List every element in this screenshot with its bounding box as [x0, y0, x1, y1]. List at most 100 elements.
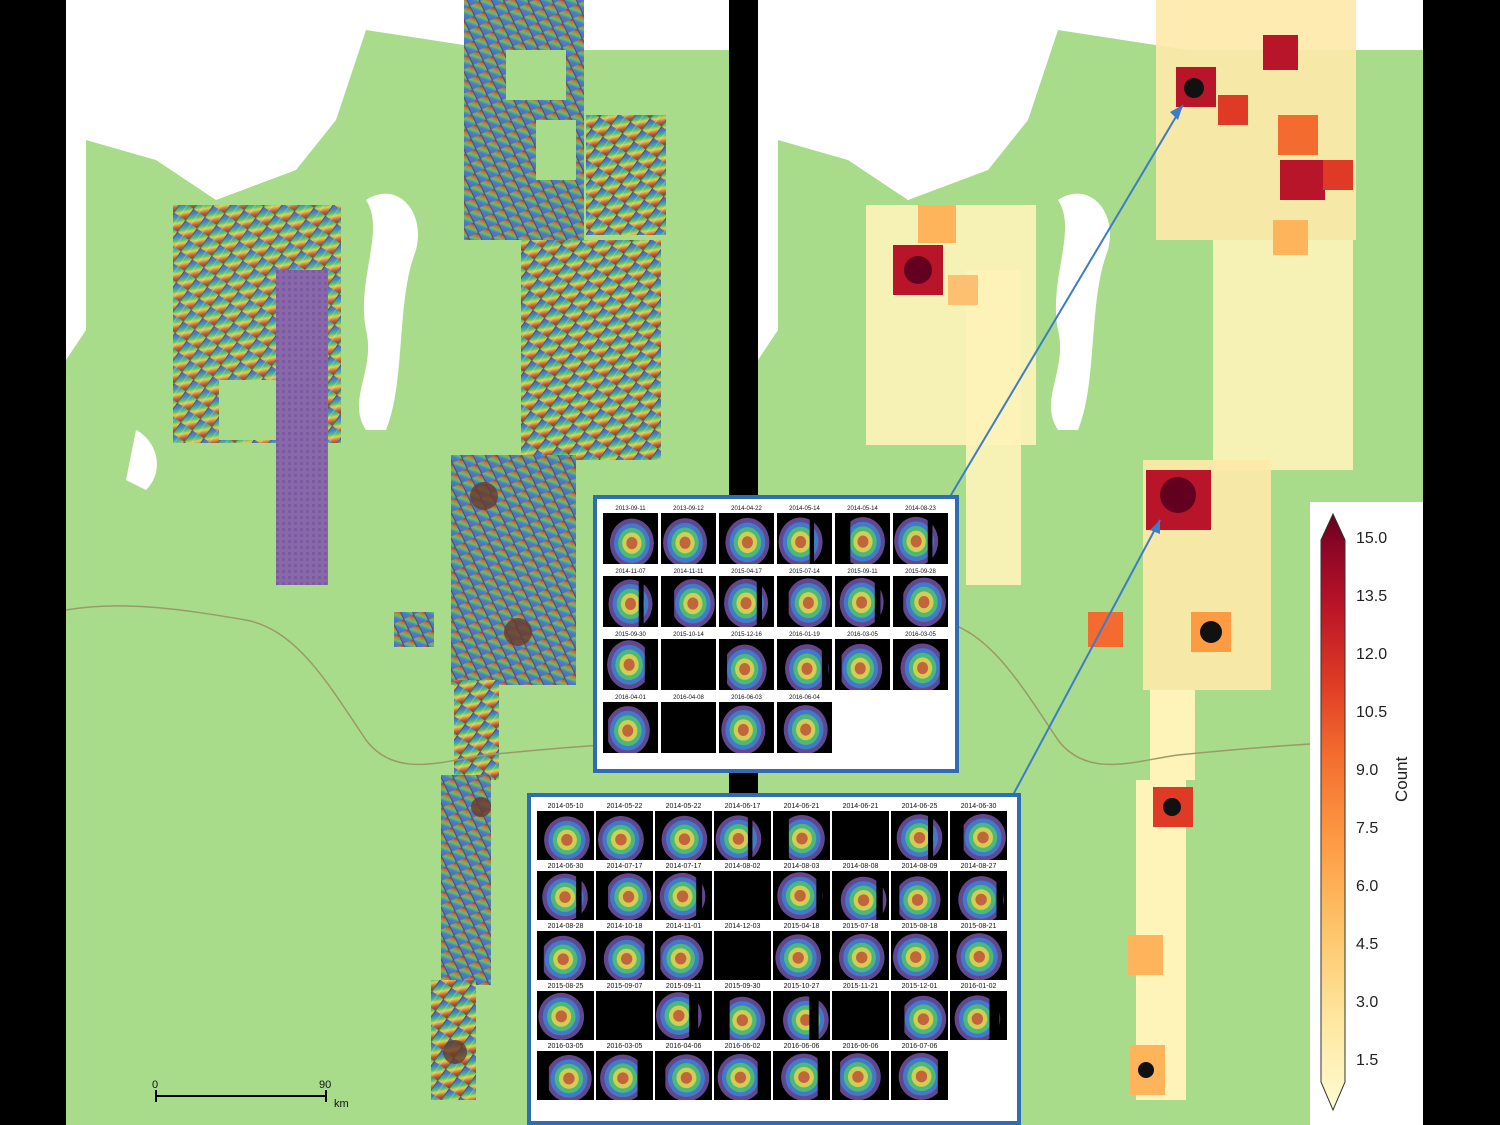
thumbnail-date: 2014-06-21 — [783, 803, 820, 810]
thumbnail-date: 2015-08-21 — [960, 923, 997, 930]
thumbnail-date: 2015-04-18 — [783, 923, 820, 930]
thumbnail-date: 2014-08-02 — [724, 863, 761, 870]
thumbnail-date: 2016-06-04 — [789, 695, 820, 701]
timeseries-thumbnail: 2014-05-22 — [596, 803, 653, 860]
thumbnail-date: 2014-06-25 — [901, 803, 938, 810]
thumbnail-image — [891, 931, 948, 980]
thumbnail-date: 2014-11-11 — [673, 569, 704, 575]
timeseries-thumbnail: 2014-07-17 — [596, 863, 653, 920]
thumbnail-image — [719, 576, 774, 627]
colorbar-tick-label: 7.5 — [1356, 820, 1379, 837]
timeseries-thumbnail: 2014-05-22 — [655, 803, 712, 860]
timeseries-thumbnail: 2014-08-27 — [950, 863, 1007, 920]
thumbnail-date: 2015-08-25 — [547, 983, 584, 990]
thumbnail-image — [661, 702, 716, 753]
timeseries-thumbnail: 2014-11-07 — [603, 568, 658, 627]
timeseries-thumbnail: 2016-06-02 — [714, 1043, 771, 1100]
colorbar-tick-label: 4.5 — [1356, 936, 1379, 953]
thumbnail-image — [777, 513, 832, 564]
thumbnail-date: 2016-03-05 — [847, 632, 878, 638]
timeseries-thumbnail: 2016-03-05 — [893, 631, 948, 690]
thumbnail-image — [777, 702, 832, 753]
thumbnail-date: 2014-08-23 — [905, 506, 936, 512]
thumbnail-date: 2013-09-12 — [673, 506, 704, 512]
thumbnail-date: 2015-12-16 — [731, 632, 762, 638]
thumbnail-date: 2014-10-18 — [606, 923, 643, 930]
timeseries-thumbnail: 2014-04-22 — [719, 505, 774, 564]
thumbnail-image — [719, 513, 774, 564]
thumbnail-image — [891, 991, 948, 1040]
thumbnail-image — [655, 1051, 712, 1100]
timeseries-thumbnail: 2014-06-30 — [950, 803, 1007, 860]
thumbnail-date: 2015-09-28 — [905, 569, 936, 575]
thumbnail-image — [893, 576, 948, 627]
timeseries-thumbnail: 2015-09-11 — [655, 983, 712, 1040]
puget-sound — [358, 193, 418, 430]
thumbnail-image — [714, 871, 771, 920]
timeseries-thumbnail: 2014-08-03 — [773, 863, 830, 920]
thumbnail-date: 2015-09-30 — [724, 983, 761, 990]
timeseries-thumbnail: 2015-08-18 — [891, 923, 948, 980]
thumbnail-image — [832, 871, 889, 920]
thumbnail-date: 2016-03-05 — [606, 1043, 643, 1050]
timeseries-thumbnail: 2014-08-23 — [893, 505, 948, 564]
colorbar-ramp — [1320, 512, 1346, 1112]
timeseries-thumbnail: 2015-04-17 — [719, 568, 774, 627]
timeseries-thumbnail: 2015-10-14 — [661, 631, 716, 690]
thumbnail-date: 2015-09-11 — [847, 569, 878, 575]
thumbnail-date: 2015-09-30 — [615, 632, 646, 638]
thumbnail-image — [891, 1051, 948, 1100]
colorbar: 15.0 13.5 12.0 10.5 9.0 7.5 6.0 4.5 3.0 1.5 Count — [1310, 502, 1423, 1125]
scale-start-label: 0 — [152, 1079, 159, 1091]
thumbnail-date: 2014-06-21 — [842, 803, 879, 810]
timeseries-thumbnail: 2016-07-06 — [891, 1043, 948, 1100]
thumbnail-date: 2014-08-03 — [783, 863, 820, 870]
thumbnail-date: 2016-04-01 — [615, 695, 646, 701]
timeseries-thumbnail: 2015-12-01 — [891, 983, 948, 1040]
scale-end-label: 90 — [319, 1079, 332, 1091]
colorbar-tick-label: 1.5 — [1356, 1052, 1379, 1069]
scale-bar: 0 90 km — [152, 1079, 352, 1112]
colorbar-tick-label: 15.0 — [1356, 530, 1388, 547]
thumbnail-image — [832, 1051, 889, 1100]
thumbnail-image — [714, 811, 771, 860]
thumbnail-image — [832, 991, 889, 1040]
thumbnail-image — [719, 639, 774, 690]
timeseries-thumbnail: 2015-12-16 — [719, 631, 774, 690]
timeseries-thumbnail: 2014-10-18 — [596, 923, 653, 980]
thumbnail-image — [773, 811, 830, 860]
thumbnail-date: 2016-01-19 — [789, 632, 820, 638]
timeseries-thumbnail: 2014-11-11 — [661, 568, 716, 627]
thumbnail-date: 2016-01-02 — [960, 983, 997, 990]
thumbnail-date: 2014-05-14 — [847, 506, 878, 512]
thumbnail-image — [950, 811, 1007, 860]
thumbnail-date: 2014-06-30 — [960, 803, 997, 810]
thumbnail-image — [832, 811, 889, 860]
thumbnail-date: 2015-07-18 — [842, 923, 879, 930]
thumbnail-image — [596, 871, 653, 920]
timeseries-thumbnail: 2014-06-25 — [891, 803, 948, 860]
thumbnail-date: 2014-06-30 — [547, 863, 584, 870]
thumbnail-date: 2014-05-10 — [547, 803, 584, 810]
timeseries-thumbnail: 2014-06-30 — [537, 863, 594, 920]
timeseries-thumbnail: 2016-06-06 — [832, 1043, 889, 1100]
thumbnail-date: 2015-04-17 — [731, 569, 762, 575]
thumbnail-image — [655, 871, 712, 920]
thumbnail-date: 2014-05-22 — [606, 803, 643, 810]
timeseries-thumbnail: 2015-09-30 — [603, 631, 658, 690]
timeseries-thumbnail: 2016-03-05 — [835, 631, 890, 690]
thumbnail-date: 2015-08-18 — [901, 923, 938, 930]
thumbnail-image — [655, 811, 712, 860]
thumbnail-image — [835, 576, 890, 627]
thumbnail-date: 2014-12-03 — [724, 923, 761, 930]
thumbnail-image — [893, 513, 948, 564]
thumbnail-date: 2014-05-14 — [789, 506, 820, 512]
thumbnail-date: 2013-09-11 — [615, 506, 646, 512]
thumbnail-date: 2015-11-21 — [842, 983, 879, 990]
thumbnail-image — [777, 576, 832, 627]
timeseries-thumbnail: 2015-08-21 — [950, 923, 1007, 980]
thumbnail-date: 2014-05-22 — [665, 803, 702, 810]
thumbnail-date: 2014-04-22 — [731, 506, 762, 512]
timeseries-thumbnail: 2015-07-18 — [832, 923, 889, 980]
thumbnail-date: 2014-08-27 — [960, 863, 997, 870]
